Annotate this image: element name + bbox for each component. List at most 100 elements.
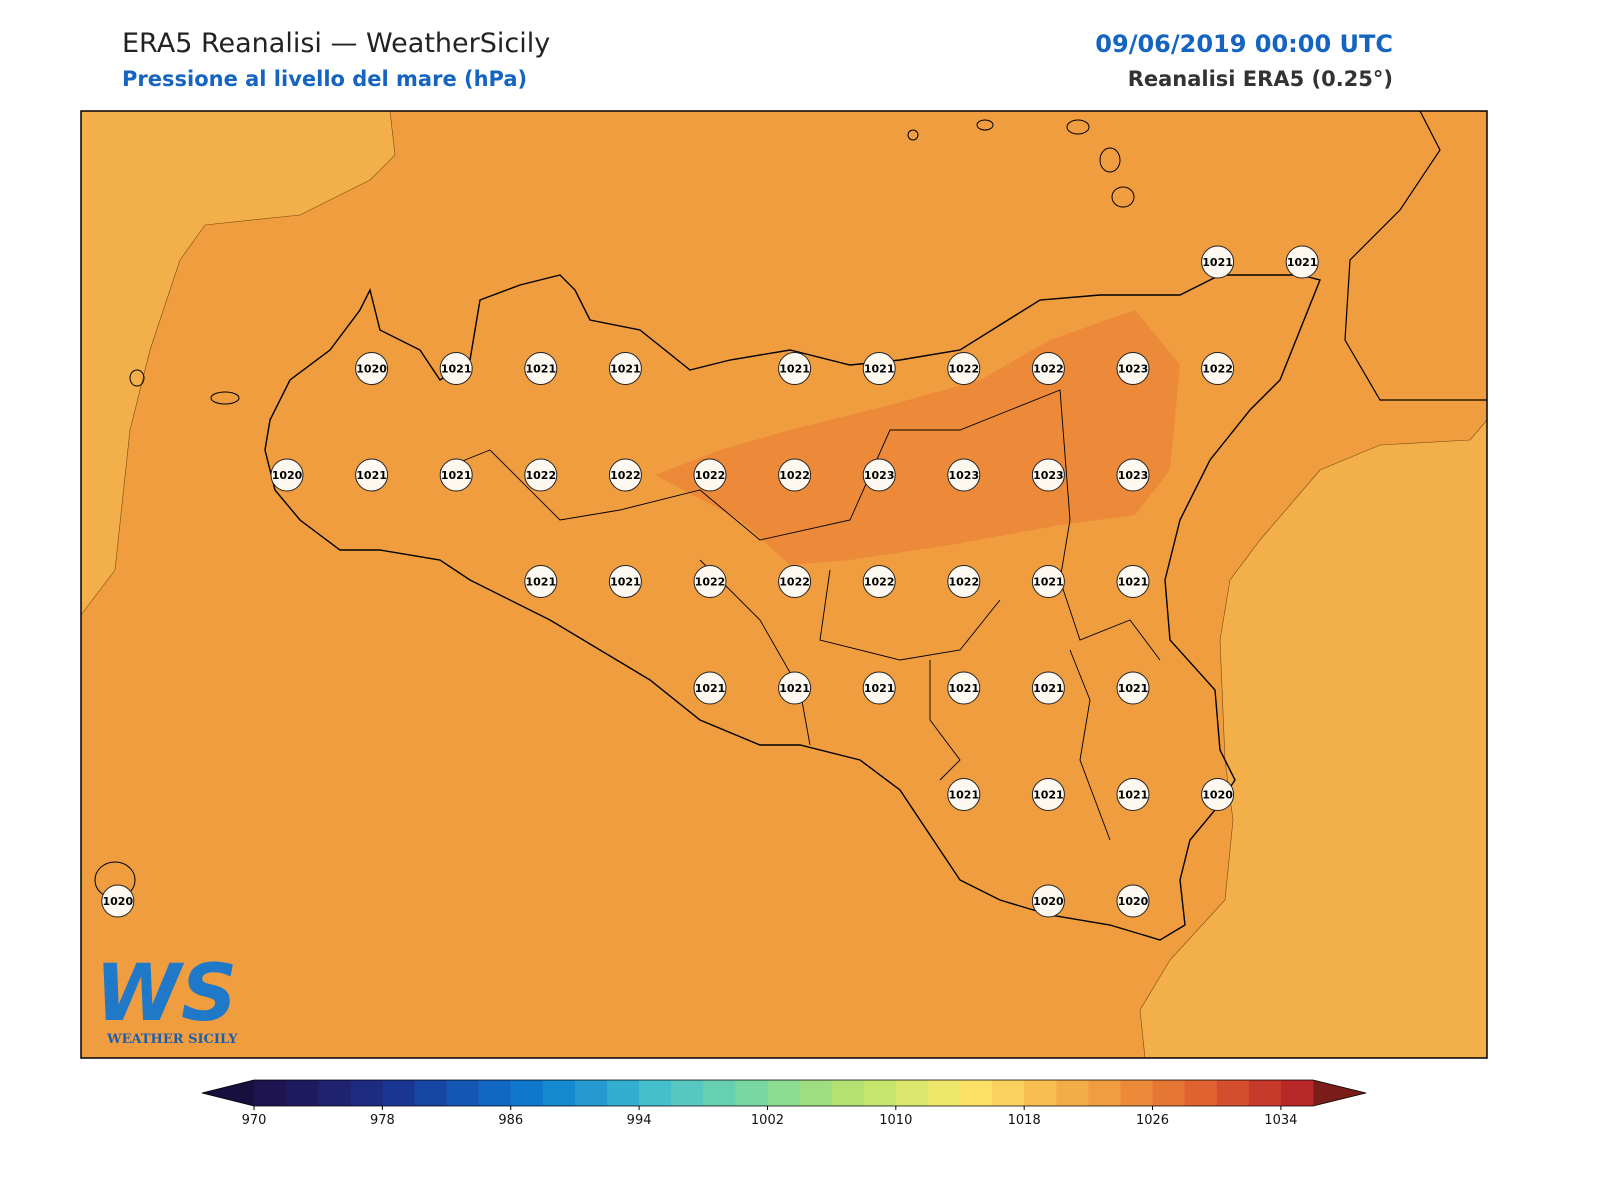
station-marker <box>608 565 642 598</box>
coastline <box>1344 110 1487 401</box>
station-marker <box>693 671 727 705</box>
colorbar-segment <box>1056 1080 1089 1106</box>
station-marker <box>693 458 727 492</box>
station-value: 1023 <box>1118 363 1149 376</box>
colorbar-tick-label: 1034 <box>1264 1113 1297 1128</box>
station-marker <box>947 565 981 598</box>
colorbar-outline <box>201 1079 1367 1107</box>
frame <box>80 110 1488 1059</box>
colorbar-segment <box>671 1080 704 1106</box>
colorbar-segment <box>992 1080 1025 1106</box>
station-value: 1021 <box>779 363 810 376</box>
station-marker <box>1031 565 1065 598</box>
station-value: 1021 <box>948 682 979 695</box>
colorbar-segment <box>542 1080 576 1106</box>
station-marker <box>101 884 135 918</box>
stations: 1021 1021 1020 1021 1021 1021 1021 1021 1022 1022… <box>101 245 1319 918</box>
station-marker <box>1116 565 1150 598</box>
island <box>210 391 240 405</box>
station-value: 1020 <box>1118 895 1149 908</box>
colorbar-segment <box>1152 1080 1186 1106</box>
station-marker <box>778 458 812 492</box>
station-value: 1021 <box>1202 256 1233 269</box>
station-value: 1021 <box>1033 682 1064 695</box>
station-value: 1020 <box>356 363 387 376</box>
station-marker <box>862 671 896 705</box>
station-value: 1021 <box>356 469 387 482</box>
station-value: 1021 <box>441 469 472 482</box>
station-marker <box>439 352 473 385</box>
colorbar-segment <box>1024 1080 1057 1106</box>
station-marker <box>1116 884 1150 918</box>
colorbar-tick-label: 994 <box>627 1113 652 1128</box>
station-value: 1021 <box>610 576 641 589</box>
island <box>1099 147 1121 173</box>
colorbar-tick-label: 1018 <box>1008 1113 1041 1128</box>
station-value: 1022 <box>948 363 979 376</box>
station-value: 1021 <box>1287 256 1318 269</box>
colorbar-tick-label: 1010 <box>879 1113 912 1128</box>
station-marker <box>862 565 896 598</box>
station-value: 1021 <box>1118 576 1149 589</box>
colorbar-segment <box>350 1080 383 1106</box>
station-marker <box>270 458 304 492</box>
colorbar-segment <box>574 1080 608 1106</box>
colorbar-segment <box>446 1080 480 1106</box>
station-value: 1021 <box>1118 789 1149 802</box>
island <box>976 119 994 131</box>
coastline <box>264 274 1321 941</box>
colorbar-segment <box>895 1080 929 1106</box>
station-value: 1023 <box>864 469 895 482</box>
station-marker <box>608 458 642 492</box>
station-value: 1021 <box>525 363 556 376</box>
colorbar-segment <box>510 1080 544 1106</box>
colorbar-segment <box>414 1080 448 1106</box>
logo: WS WEATHER SICILY <box>95 949 238 1047</box>
station-value: 1022 <box>779 576 810 589</box>
station-value: 1022 <box>779 469 810 482</box>
colorbar: 970 978 986 994 1002 1010 1018 1026 1034 <box>201 1079 1367 1128</box>
station-marker <box>947 671 981 705</box>
station-value: 1020 <box>272 469 303 482</box>
colorbar-segment <box>382 1080 415 1106</box>
colorbar-segment <box>960 1080 993 1106</box>
station-marker <box>1031 778 1065 811</box>
station-value: 1020 <box>1033 895 1064 908</box>
station-value: 1021 <box>441 363 472 376</box>
station-marker <box>1031 671 1065 705</box>
station-value: 1021 <box>525 576 556 589</box>
station-marker <box>947 458 981 492</box>
colorbar-segment <box>1248 1080 1282 1106</box>
logo-name: WEATHER SICILY <box>106 1032 238 1047</box>
station-marker <box>439 458 473 492</box>
colorbar-segment <box>863 1080 897 1106</box>
colorbar-over <box>1313 1080 1366 1106</box>
island <box>1066 119 1090 135</box>
station-marker <box>1031 352 1065 385</box>
colorbar-segment <box>1184 1080 1218 1106</box>
station-value: 1020 <box>102 895 133 908</box>
station-marker <box>947 352 981 385</box>
map <box>80 110 1488 1059</box>
source: Reanalisi ERA5 (0.25°) <box>1128 67 1393 91</box>
station-marker <box>1201 245 1235 279</box>
station-value: 1020 <box>1202 789 1233 802</box>
colorbar-tick-label: 986 <box>498 1113 523 1128</box>
station-marker <box>524 458 558 492</box>
station-marker <box>355 458 389 492</box>
station-marker <box>947 778 981 811</box>
island <box>1111 186 1135 208</box>
logo-mark: WS <box>95 949 237 1039</box>
station-marker <box>355 352 389 385</box>
station-value: 1021 <box>864 363 895 376</box>
station-marker <box>1116 671 1150 705</box>
colorbar-segment <box>1216 1080 1250 1106</box>
island <box>907 129 919 141</box>
station-marker <box>524 565 558 598</box>
island <box>129 369 145 387</box>
colorbar-segment <box>639 1080 672 1106</box>
colorbar-segment <box>799 1080 833 1106</box>
station-marker <box>1116 458 1150 492</box>
province-border <box>439 389 1161 841</box>
